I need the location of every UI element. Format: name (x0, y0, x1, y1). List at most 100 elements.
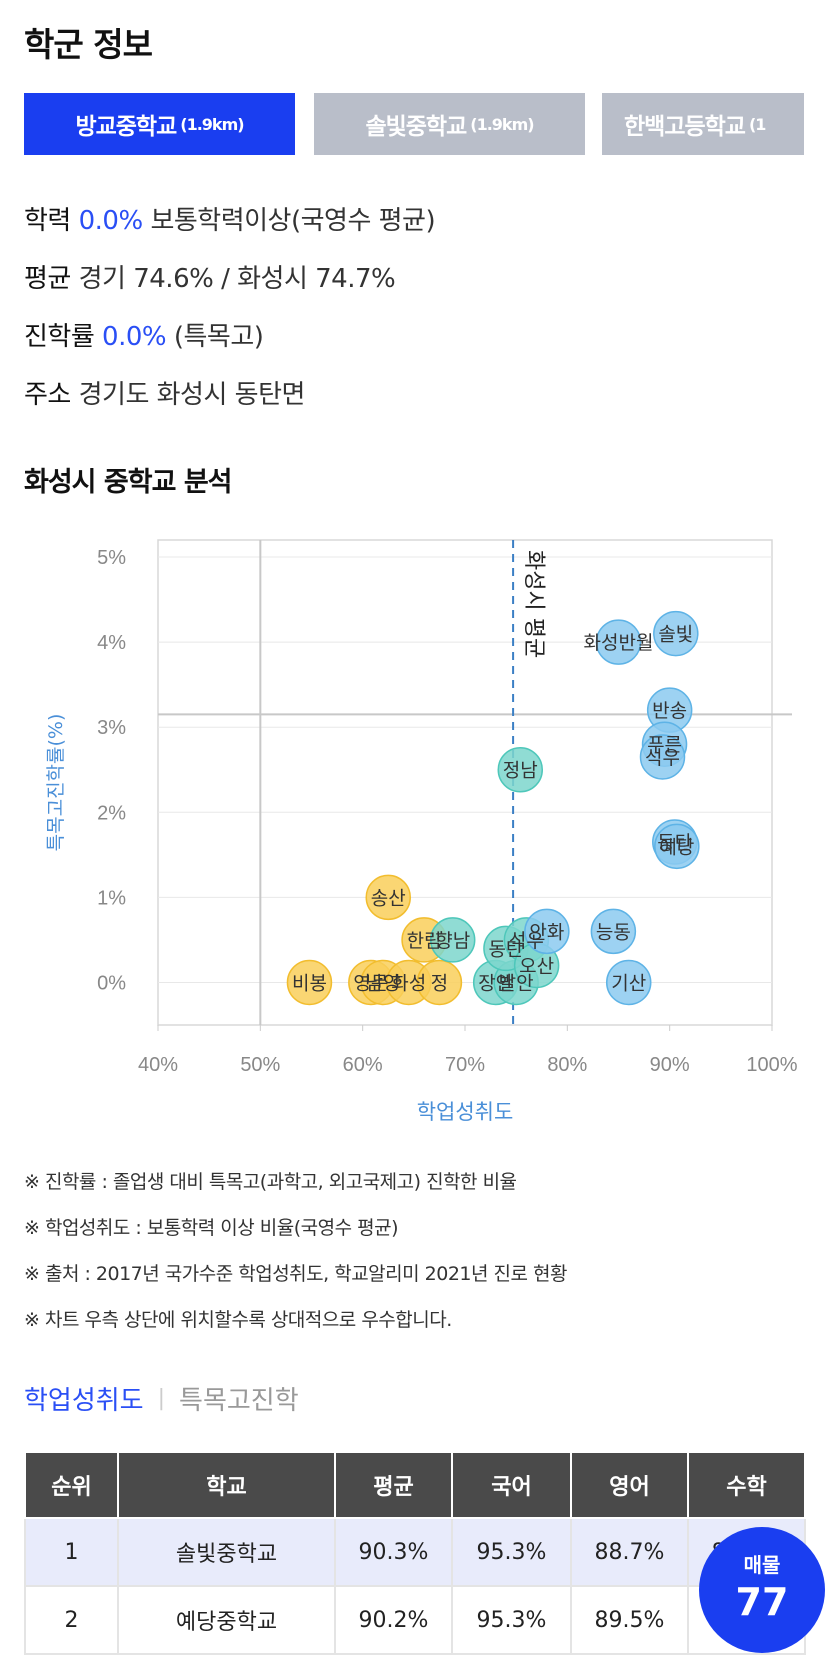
tab-school-2-distance: (1.9km) (470, 114, 534, 134)
header-math: 수학 (687, 1451, 806, 1519)
scatter-chart: 0% 1% 2% 3% 4% 5% 40% 50% 60% 70% 80% 90% 100% 화성시 평균… (45, 539, 798, 1124)
data-point-label: 석우 (509, 930, 544, 952)
data-point (416, 959, 463, 1006)
x-tick-label: 60% (343, 1054, 383, 1076)
tab-school-2[interactable]: 솔빛중학교 (1.9km) (314, 93, 585, 155)
data-point-label: 안화 (529, 921, 564, 943)
x-tick-label: 50% (240, 1054, 280, 1076)
data-point-label: 장안 (478, 972, 513, 994)
data-point-label: 능동 (596, 921, 631, 943)
info-admission-suffix: (특목고) (173, 322, 264, 352)
data-point-label: 남양 (366, 972, 401, 994)
section-title: 화성시 중학교 분석 (24, 467, 233, 498)
x-tick-label: 70% (445, 1054, 485, 1076)
data-point-label: 정 (431, 972, 448, 994)
data-point-label: 동탄 (657, 832, 692, 854)
table-header-row: 순위 학교 평균 국어 영어 수학 (24, 1451, 806, 1519)
info-achievement-label: 학력 (24, 206, 71, 236)
subtab-divider: | (157, 1386, 166, 1411)
note-4: ※ 차트 우측 상단에 위치할수록 상대적으로 우수합니다. (24, 1309, 452, 1331)
subtab-achievement[interactable]: 학업성취도 (24, 1386, 144, 1416)
data-point-label: 솔빛 (658, 624, 693, 646)
cell-school: 솔빛중학교 (117, 1517, 336, 1587)
data-point (524, 908, 570, 955)
x-tick-label: 80% (547, 1054, 587, 1076)
data-point-label: 기산 (611, 972, 646, 994)
x-tick-label: 40% (138, 1054, 178, 1076)
data-point-label: 동탄 (488, 938, 523, 960)
data-point-label: 반송 (652, 700, 687, 722)
x-axis-label: 학업성취도 (417, 1100, 514, 1124)
cell-rank: 1 (24, 1517, 119, 1587)
data-point-label: 한림 (407, 930, 442, 952)
note-2: ※ 학업성취도 : 보통학력 이상 비율(국영수 평균) (24, 1217, 399, 1239)
page-title: 학군 정보 (24, 25, 153, 64)
tab-school-3[interactable]: 한백고등학교 (1 (602, 93, 804, 155)
header-korean: 국어 (451, 1451, 572, 1519)
info-admission: 진학률 0.0% (특목고) (24, 316, 264, 353)
info-admission-value: 0.0% (102, 322, 167, 352)
fab-label: 매물 (743, 1553, 781, 1577)
data-point (590, 908, 637, 955)
info-average: 평균 경기 74.6% / 화성시 74.7% (24, 258, 396, 295)
cell-rank: 2 (24, 1585, 119, 1655)
school-tabs: 방교중학교 (1.9km) 솔빛중학교 (1.9km) 한백고등학교 (1 (24, 93, 804, 155)
ranking-subtabs: 학업성취도 | 특목고진학 (24, 1380, 299, 1417)
y-tick-label: 0% (97, 972, 126, 994)
note-3: ※ 출처 : 2017년 국가수준 학업성취도, 학교알리미 2021년 진로 … (24, 1263, 568, 1285)
tab-school-2-name: 솔빛중학교 (365, 114, 467, 140)
cell-korean: 95.3% (451, 1517, 572, 1587)
table-row[interactable]: 1 솔빛중학교 90.3% 95.3% 88.7% 86.9% (24, 1517, 806, 1587)
x-tick-label: 100% (746, 1054, 797, 1076)
info-achievement-suffix: 보통학력이상(국영수 평균) (150, 206, 436, 236)
cell-school: 예당중학교 (117, 1585, 336, 1655)
y-tick-label: 2% (97, 802, 126, 824)
header-rank: 순위 (24, 1451, 119, 1519)
data-point (605, 959, 652, 1006)
x-tick-label: 90% (650, 1054, 690, 1076)
data-point-label: 영문 (353, 972, 388, 994)
info-admission-label: 진학률 (24, 322, 95, 352)
data-point-label: 비봉 (292, 972, 327, 994)
data-point-label: 푸른 (647, 734, 682, 756)
y-tick-label: 5% (97, 547, 126, 569)
y-axis-label: 특목고진학률(%) (45, 714, 67, 852)
data-point (653, 610, 699, 657)
data-point (365, 874, 411, 921)
data-point-label: 예당 (659, 836, 694, 858)
cell-english: 89.5% (570, 1585, 689, 1655)
info-address: 주소 경기도 화성시 동탄면 (24, 374, 305, 411)
tab-school-1[interactable]: 방교중학교 (1.9km) (24, 93, 295, 155)
info-average-text: 경기 74.6% / 화성시 74.7% (78, 264, 396, 294)
cell-korean: 95.3% (451, 1585, 572, 1655)
data-point-label: 송산 (371, 887, 406, 909)
header-average: 평균 (334, 1451, 453, 1519)
tab-school-3-distance: (1 (748, 114, 766, 134)
tab-school-3-name: 한백고등학교 (624, 114, 746, 140)
data-point (595, 619, 642, 665)
info-achievement: 학력 0.0% 보통학력이상(국영수 평균) (24, 200, 436, 237)
header-school: 학교 (117, 1451, 336, 1519)
info-achievement-value: 0.0% (78, 206, 144, 236)
cell-average: 90.2% (334, 1585, 453, 1655)
data-point (497, 746, 544, 793)
y-tick-label: 1% (97, 887, 126, 909)
listings-fab-button[interactable]: 매물 77 (699, 1527, 825, 1653)
tab-school-1-name: 방교중학교 (75, 114, 177, 140)
table-row[interactable]: 2 예당중학교 90.2% 95.3% 89.5% 85.8% (24, 1585, 806, 1655)
average-line-label: 화성시 평균 (521, 550, 546, 658)
info-average-label: 평균 (24, 264, 71, 294)
data-point-label: 화성 (391, 972, 426, 994)
cell-average: 90.3% (334, 1517, 453, 1587)
info-address-text: 경기도 화성시 동탄면 (78, 380, 306, 410)
tab-school-1-distance: (1.9km) (180, 114, 244, 134)
data-point-label: 석우 (645, 747, 680, 769)
data-point-label: 발안 (499, 972, 534, 994)
cell-english: 88.7% (570, 1517, 689, 1587)
note-1: ※ 진학률 : 졸업생 대비 특목고(과학고, 외고국제고) 진학한 비율 (24, 1171, 517, 1193)
data-point (286, 959, 333, 1006)
data-point (654, 823, 700, 870)
data-point-label: 향남 (435, 930, 470, 952)
subtab-special-school[interactable]: 특목고진학 (179, 1386, 299, 1416)
